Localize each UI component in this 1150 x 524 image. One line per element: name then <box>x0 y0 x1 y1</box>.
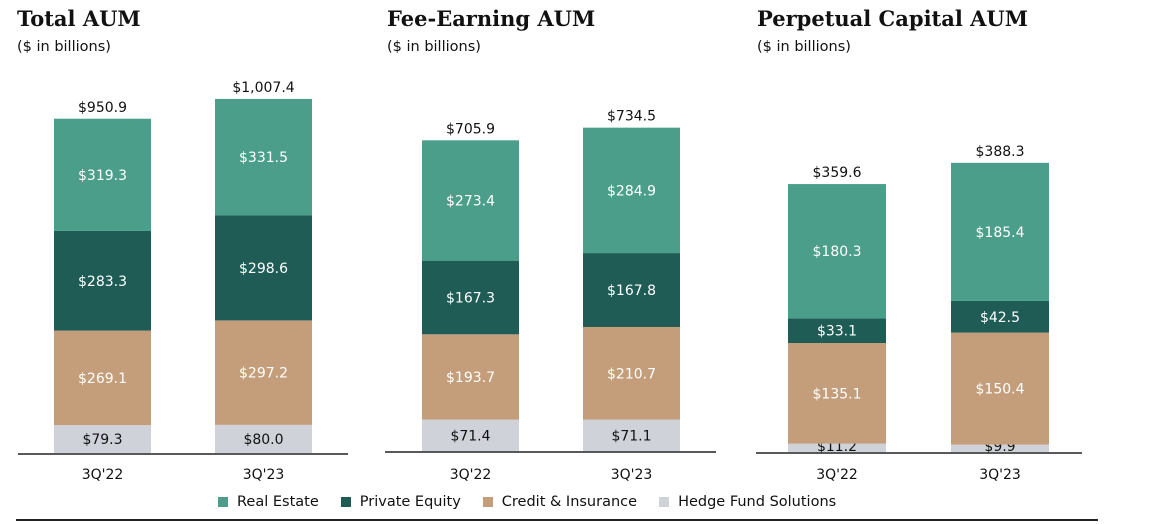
total-aum-bar-3q22-hedge-fund-solutions <box>54 425 151 453</box>
bottom-rule <box>16 519 1098 521</box>
fee-earning-aum-label-3q22-real-estate: $273.4 <box>446 193 495 209</box>
perpetual-capital-aum-label-3q23-credit-insurance: $150.4 <box>976 382 1025 398</box>
legend-swatch-real-estate <box>218 497 228 507</box>
fee-earning-aum-label-3q23-private-equity: $167.8 <box>607 283 656 299</box>
fee-earning-aum-bar-3q23-hedge-fund-solutions <box>583 419 680 451</box>
total-aum-label-3q23-private-equity: $298.6 <box>239 261 288 277</box>
fee-earning-aum-bar-3q22-credit-insurance <box>422 334 519 420</box>
perpetual-capital-aum-label-3q23-private-equity: $42.5 <box>980 310 1020 326</box>
total-aum-subtitle: ($ in billions) <box>17 39 111 55</box>
perpetual-capital-aum-bar-3q23-private-equity <box>951 300 1049 333</box>
total-aum-bar-3q23-credit-insurance <box>215 320 312 425</box>
perpetual-capital-aum-bar-3q22-real-estate <box>788 184 886 319</box>
perpetual-capital-aum-bar-3q23-real-estate <box>951 162 1049 301</box>
legend-item-private-equity: Private Equity <box>340 494 461 510</box>
perpetual-capital-aum-category-3q22: 3Q'22 <box>816 467 858 483</box>
total-aum-total-3q22: $950.9 <box>78 100 127 116</box>
perpetual-capital-aum-bar-3q23-hedge-fund-solutions <box>951 444 1049 452</box>
fee-earning-aum-bar-3q22-real-estate <box>422 140 519 261</box>
fee-earning-aum-label-3q22-hedge-fund-solutions: $71.4 <box>450 428 490 444</box>
fee-earning-aum-bar-3q23-credit-insurance <box>583 326 680 420</box>
legend-label-hedge-fund-solutions: Hedge Fund Solutions <box>678 494 837 510</box>
total-aum-bar-3q22-credit-insurance <box>54 330 151 426</box>
fee-earning-aum-bar-3q23-real-estate <box>583 127 680 254</box>
legend-swatch-hedge-fund-solutions <box>659 497 670 507</box>
fee-earning-aum-bar-3q22-hedge-fund-solutions <box>422 419 519 451</box>
fee-earning-aum-title: Fee-Earning AUM <box>387 6 596 31</box>
perpetual-capital-aum-title: Perpetual Capital AUM <box>757 6 1028 31</box>
fee-earning-aum-label-3q22-private-equity: $167.3 <box>446 290 495 306</box>
fee-earning-aum-label-3q23-hedge-fund-solutions: $71.1 <box>611 428 651 444</box>
legend-item-real-estate: Real Estate <box>218 494 319 510</box>
perpetual-capital-aum-label-3q22-real-estate: $180.3 <box>813 244 862 260</box>
total-aum-label-3q22-credit-insurance: $269.1 <box>78 371 127 387</box>
total-aum-bar-3q22-private-equity <box>54 230 151 331</box>
fee-earning-aum-category-3q22: 3Q'22 <box>450 467 492 483</box>
perpetual-capital-aum-bar-3q22-credit-insurance <box>788 343 886 444</box>
fee-earning-aum-category-3q23: 3Q'23 <box>611 467 653 483</box>
total-aum-bar-3q23-private-equity <box>215 215 312 321</box>
legend-swatch-private-equity <box>340 497 351 507</box>
perpetual-capital-aum-bar-3q23-credit-insurance <box>951 332 1049 445</box>
total-aum-label-3q22-hedge-fund-solutions: $79.3 <box>82 432 122 448</box>
total-aum-label-3q22-private-equity: $283.3 <box>78 274 127 290</box>
perpetual-capital-aum-bar-3q22-hedge-fund-solutions <box>788 443 886 452</box>
perpetual-capital-aum-label-3q23-real-estate: $185.4 <box>976 225 1025 241</box>
fee-earning-aum-label-3q23-credit-insurance: $210.7 <box>607 366 656 382</box>
fee-earning-aum-label-3q22-credit-insurance: $193.7 <box>446 370 495 386</box>
total-aum-title: Total AUM <box>17 6 141 31</box>
perpetual-capital-aum-total-3q23: $388.3 <box>976 144 1025 160</box>
legend-label-real-estate: Real Estate <box>237 494 319 510</box>
total-aum-label-3q22-real-estate: $319.3 <box>78 168 127 184</box>
fee-earning-aum-bar-3q22-private-equity <box>422 260 519 335</box>
perpetual-capital-aum-category-3q23: 3Q'23 <box>979 467 1021 483</box>
total-aum-category-3q22: 3Q'22 <box>82 467 124 483</box>
aum-charts: $79.3 $269.1 $283.3 $319.3 $950.9 3Q'22 $80.0 $… <box>18 80 1082 483</box>
total-aum-label-3q23-credit-insurance: $297.2 <box>239 366 288 382</box>
fee-earning-aum-total-3q22: $705.9 <box>446 121 495 137</box>
legend-label-private-equity: Private Equity <box>359 494 461 510</box>
perpetual-capital-aum-label-3q22-credit-insurance: $135.1 <box>813 386 862 402</box>
perpetual-capital-aum-label-3q22-private-equity: $33.1 <box>817 324 857 340</box>
total-aum-bar-3q23-real-estate <box>215 98 312 216</box>
chart-legend: Real Estate Private Equity Credit & Insu… <box>218 492 858 512</box>
perpetual-capital-aum-bar-3q22-private-equity <box>788 318 886 344</box>
fee-earning-aum-subtitle: ($ in billions) <box>387 39 481 55</box>
legend-swatch-credit-insurance <box>482 497 493 507</box>
total-aum-bar-3q23-hedge-fund-solutions <box>215 424 312 453</box>
perpetual-capital-aum-subtitle: ($ in billions) <box>757 39 851 55</box>
total-aum-total-3q23: $1,007.4 <box>232 80 294 96</box>
legend-item-hedge-fund-solutions: Hedge Fund Solutions <box>659 494 836 510</box>
total-aum-bar-3q22-real-estate <box>54 118 151 231</box>
total-aum-category-3q23: 3Q'23 <box>243 467 285 483</box>
fee-earning-aum-bar-3q23-private-equity <box>583 253 680 327</box>
perpetual-capital-aum-total-3q22: $359.6 <box>813 165 862 181</box>
legend-item-credit-insurance: Credit & Insurance <box>482 494 638 510</box>
total-aum-label-3q23-hedge-fund-solutions: $80.0 <box>243 432 283 448</box>
legend-label-credit-insurance: Credit & Insurance <box>501 494 638 510</box>
fee-earning-aum-total-3q23: $734.5 <box>607 109 656 125</box>
total-aum-label-3q23-real-estate: $331.5 <box>239 150 288 166</box>
fee-earning-aum-label-3q23-real-estate: $284.9 <box>607 183 656 199</box>
